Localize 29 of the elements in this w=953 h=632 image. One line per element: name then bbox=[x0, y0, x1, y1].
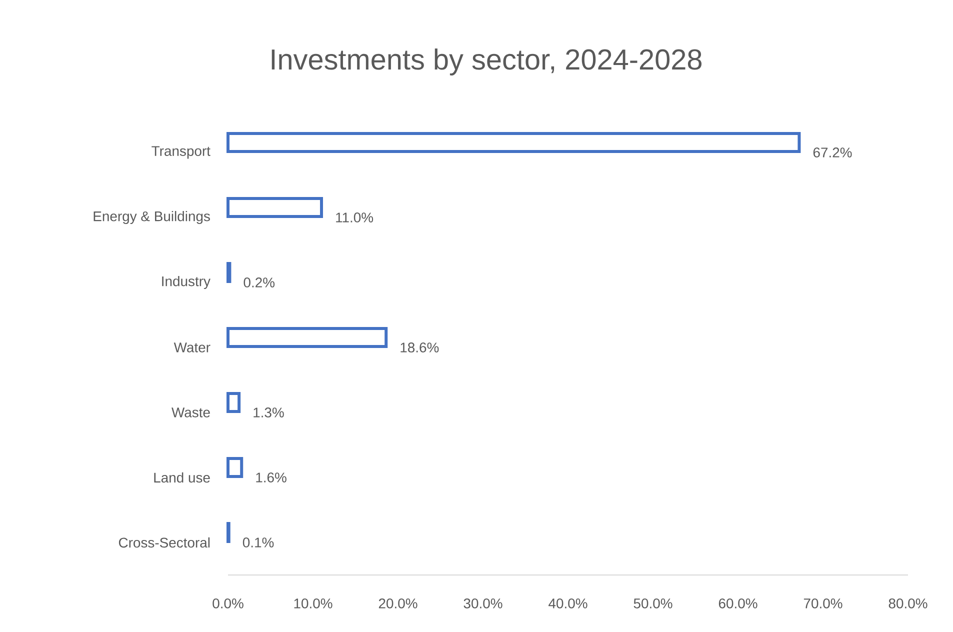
x-tick-label: 40.0% bbox=[548, 598, 588, 608]
x-tick-label: 0.0% bbox=[212, 598, 244, 608]
y-tick-label: Water bbox=[174, 342, 210, 352]
bar bbox=[226, 196, 324, 218]
data-label: 67.2% bbox=[813, 148, 852, 158]
y-tick-label: Industry bbox=[162, 276, 210, 289]
x-tick-label: 70.0% bbox=[804, 598, 842, 608]
bar bbox=[226, 326, 388, 348]
data-label: 1.6% bbox=[256, 472, 286, 482]
bar bbox=[226, 132, 801, 153]
x-tick-label: 50.0% bbox=[634, 598, 672, 608]
y-tick-label: Transport bbox=[152, 146, 210, 159]
y-tick-label: Cross-Sectoral bbox=[118, 537, 210, 548]
y-tick-label: Land use bbox=[154, 472, 210, 483]
x-tick-label: 60.0% bbox=[718, 598, 758, 608]
data-label: 11.0% bbox=[336, 212, 374, 222]
data-label: 0.1% bbox=[242, 538, 274, 548]
y-tick-label: Waste bbox=[172, 408, 210, 418]
x-tick-label: 10.0% bbox=[294, 598, 332, 608]
y-tick-label: Energy & Buildings bbox=[94, 210, 210, 224]
bar bbox=[226, 456, 244, 478]
chart-title: Investments by sector, 2024-2028 bbox=[272, 48, 702, 76]
data-label: 1.3% bbox=[254, 408, 284, 418]
x-tick-label: 20.0% bbox=[378, 598, 418, 608]
data-label: 18.6% bbox=[400, 342, 439, 352]
bar bbox=[226, 392, 241, 413]
x-tick-label: 30.0% bbox=[464, 598, 502, 608]
x-tick-label: 80.0% bbox=[888, 598, 928, 608]
data-label: 0.2% bbox=[244, 278, 275, 288]
